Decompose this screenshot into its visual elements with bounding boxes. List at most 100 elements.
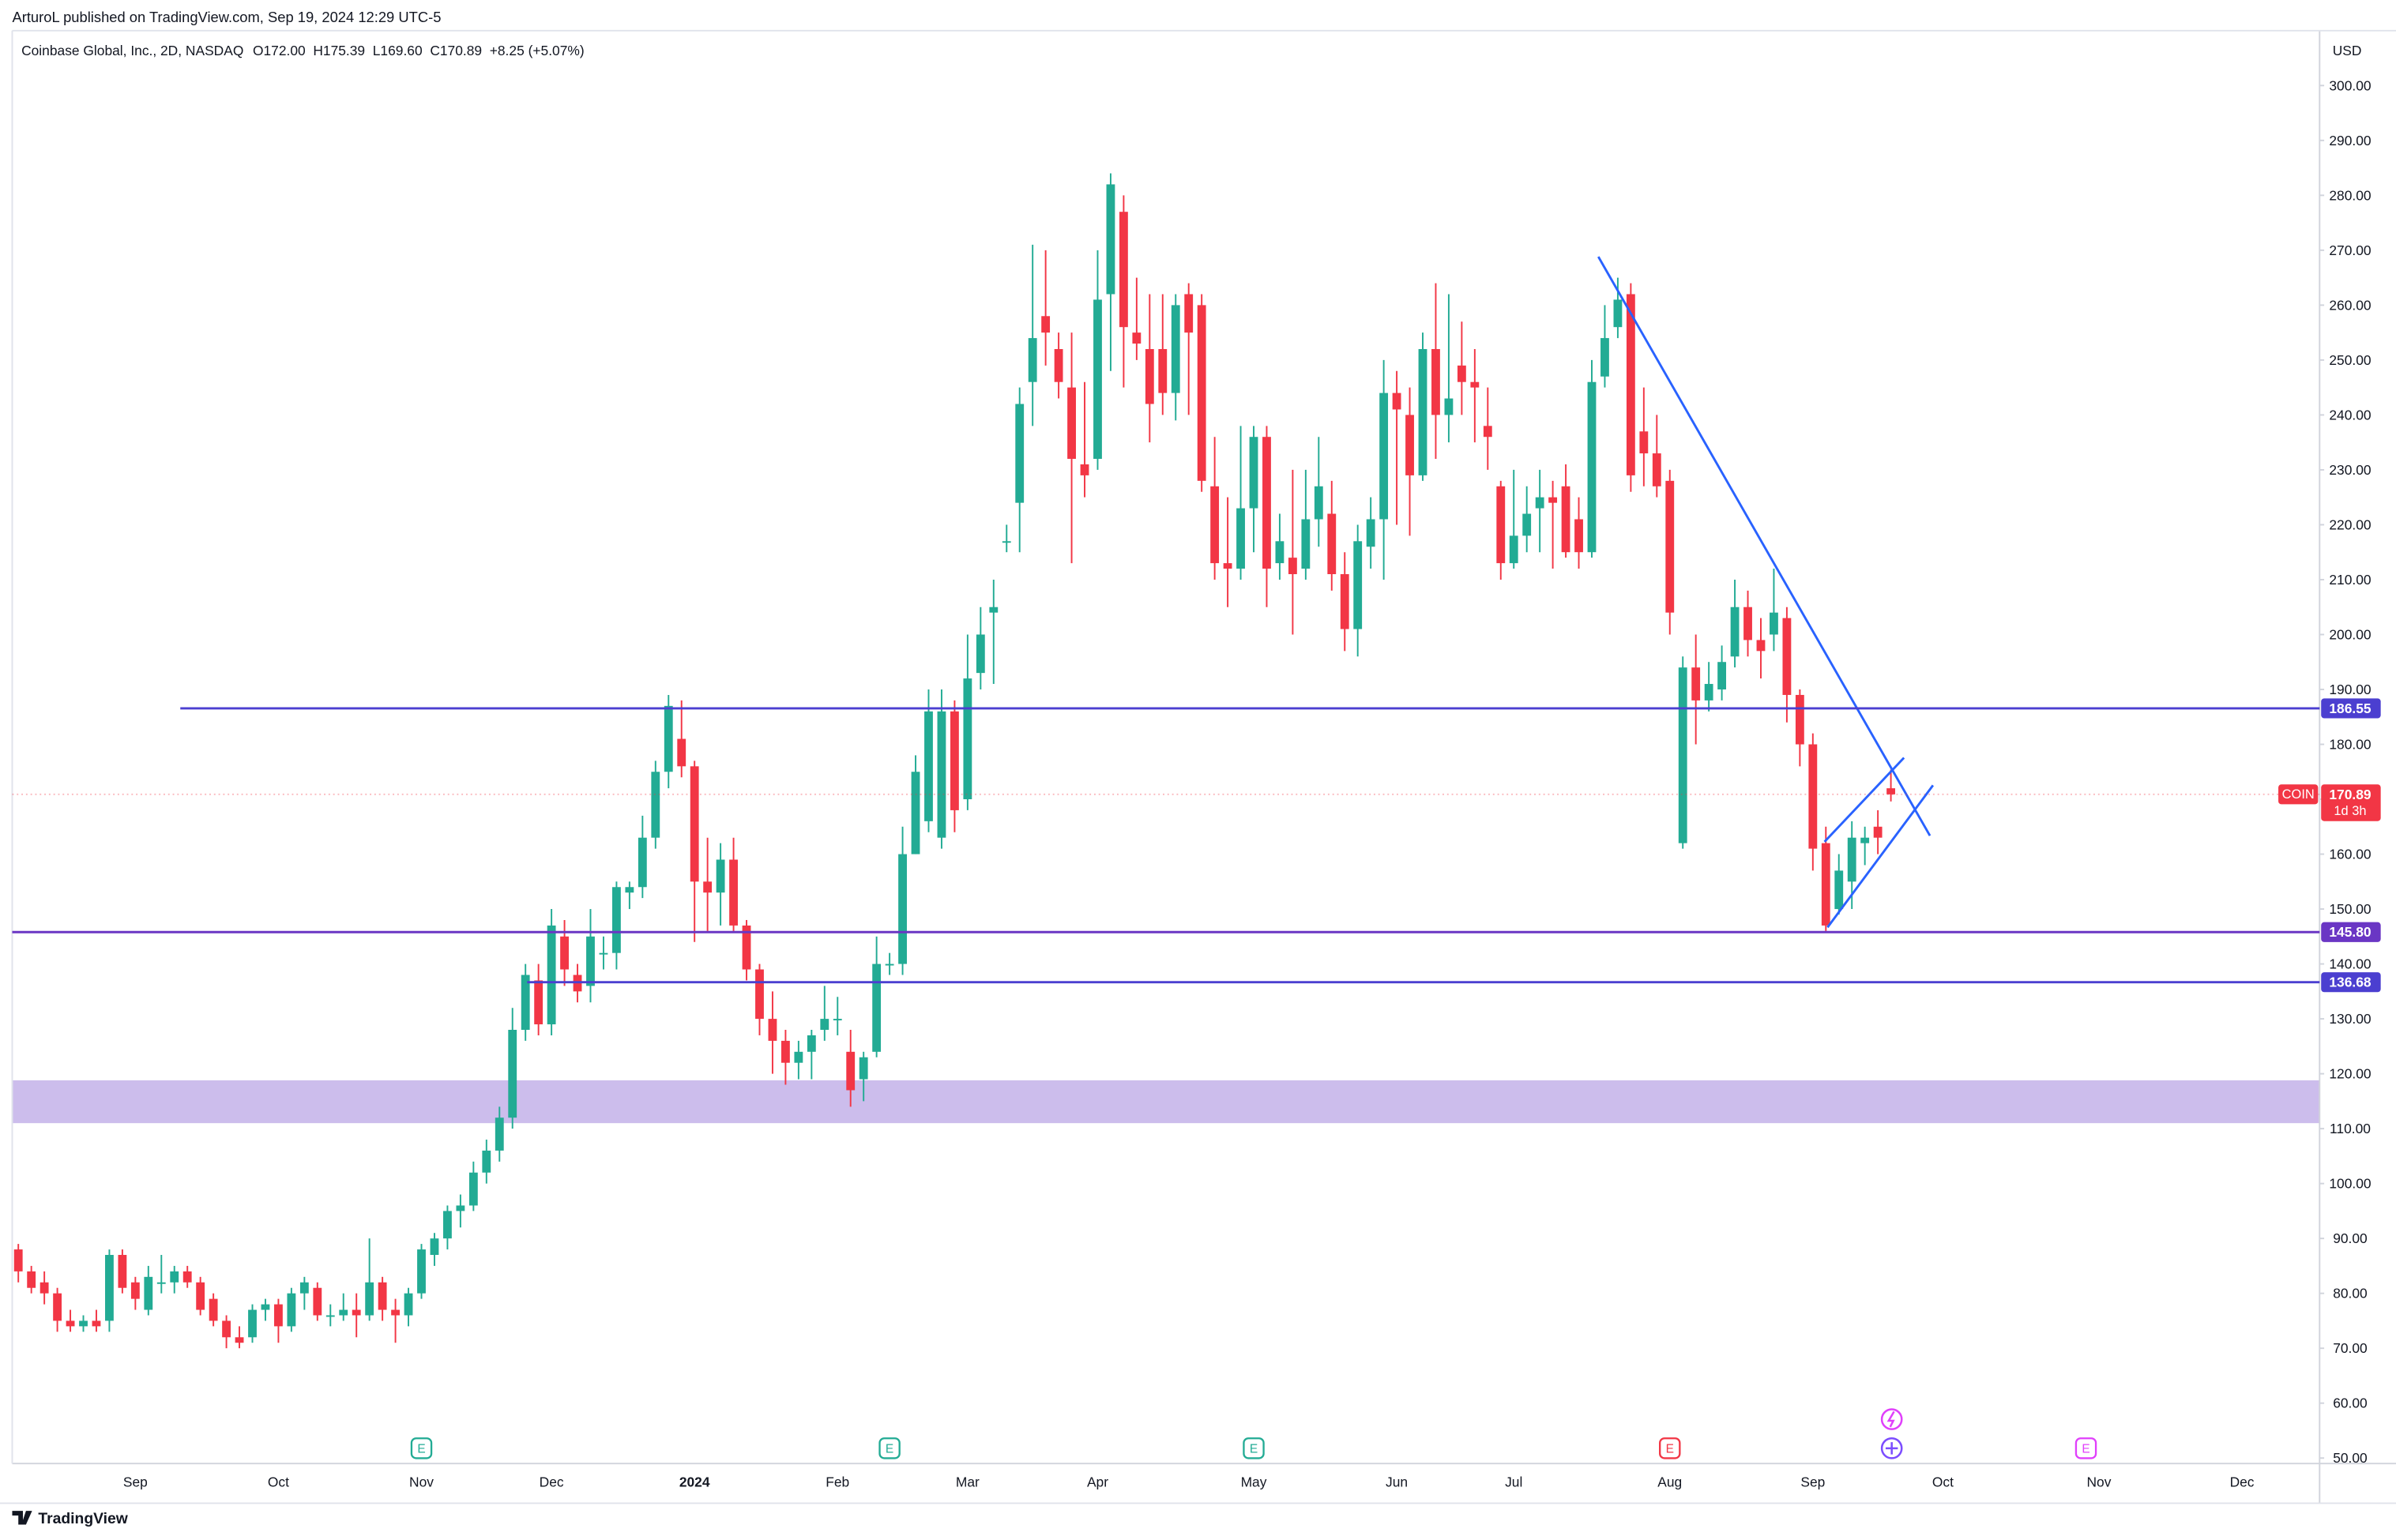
candle-body [66, 1320, 75, 1327]
currency: USD [2333, 43, 2362, 58]
x-tick-label: Oct [268, 1474, 289, 1489]
level-badge [2321, 972, 2381, 993]
event-badge [2074, 1437, 2097, 1459]
candle-body [39, 1282, 49, 1294]
candle-body [1626, 294, 1635, 475]
candle-body [677, 738, 686, 767]
candle-body [378, 1282, 387, 1310]
candle-body [1470, 381, 1480, 388]
candle-body [352, 1309, 361, 1316]
candle-body [560, 936, 569, 970]
candle-body [495, 1117, 504, 1151]
y-tick-label: 80.00 [2333, 1286, 2368, 1301]
y-tick-label: 150.00 [2329, 901, 2371, 917]
candle-body [1288, 558, 1297, 575]
logo-mark [12, 1511, 32, 1525]
candle-body [1249, 437, 1258, 509]
candle-body [690, 766, 699, 882]
candle-body [1600, 338, 1609, 377]
candle-layer [13, 173, 1896, 1349]
news-icon [1880, 1408, 1903, 1430]
candle-body [1886, 788, 1896, 794]
candle-body [820, 1019, 829, 1030]
candle-body [391, 1309, 400, 1316]
y-tick-label: 200.00 [2329, 626, 2371, 642]
dividend-plus [1885, 1442, 1898, 1455]
candle-body [1353, 541, 1363, 629]
candle-body [898, 854, 907, 964]
level-label: 145.80 [2329, 924, 2371, 940]
trend-line [1597, 256, 1931, 836]
y-tick-label: 260.00 [2329, 297, 2371, 313]
candle-body [417, 1249, 426, 1294]
candle-body [794, 1051, 803, 1063]
candle-body [638, 837, 647, 888]
event-badge [410, 1437, 433, 1459]
candle-body [443, 1211, 452, 1239]
support-zone [12, 1080, 2320, 1124]
trend-lines [1597, 256, 1935, 929]
candle-body [1457, 365, 1466, 382]
candle-body [1015, 404, 1025, 503]
news-bolt [1886, 1410, 1895, 1428]
candle-body [1106, 184, 1115, 295]
level-label: 186.55 [2329, 701, 2372, 716]
footer-logo [12, 1511, 32, 1525]
x-tick-label: Jul [1505, 1474, 1522, 1489]
candle-body [885, 963, 894, 966]
candle-body [53, 1293, 62, 1321]
candle-body [1093, 299, 1102, 460]
candle-body [196, 1282, 205, 1310]
last-price-label: 170.89 [2329, 787, 2372, 802]
candle-body [144, 1276, 153, 1310]
event-badge [1659, 1437, 1681, 1459]
candle-body [1860, 837, 1870, 843]
candle-body [989, 607, 999, 613]
y-tick-label: 120.00 [2329, 1066, 2371, 1082]
trend-line [1823, 757, 1905, 843]
y-tick-label: 110.00 [2330, 1121, 2371, 1136]
candle-body [1119, 212, 1128, 328]
candle-body [924, 711, 933, 821]
level-badge [2321, 922, 2381, 942]
candle-body [742, 925, 751, 970]
x-tick-label: Apr [1087, 1474, 1108, 1489]
candle-body [235, 1337, 244, 1343]
candle-body [156, 1282, 166, 1284]
trend-line [1826, 784, 1935, 929]
candle-body [521, 975, 530, 1030]
candle-body [1574, 519, 1583, 553]
candle-body [963, 678, 972, 800]
y-tick-label: 140.00 [2329, 956, 2371, 972]
candle-body [1158, 348, 1168, 393]
y-tick-label: 90.00 [2333, 1230, 2368, 1246]
candle-body [130, 1282, 140, 1299]
event-label: E [886, 1442, 893, 1455]
candle-body [1834, 870, 1844, 910]
last-price-badge [2321, 784, 2381, 821]
candle-body [1561, 486, 1570, 553]
candle-body [13, 1249, 23, 1271]
candle-body [1301, 519, 1311, 569]
candle-body [716, 859, 725, 893]
candle-body [651, 772, 660, 838]
candle-body [534, 980, 544, 1025]
y-tick-label: 160.00 [2329, 847, 2371, 862]
candle-body [1431, 348, 1440, 415]
candle-body [365, 1282, 374, 1316]
candle-body [1418, 348, 1427, 475]
candle-body [1821, 843, 1830, 926]
y-tick-label: 100.00 [2329, 1176, 2371, 1192]
x-tick-label: May [1241, 1474, 1267, 1489]
x-tick-label: 2024 [679, 1474, 710, 1489]
event-label: E [1666, 1442, 1674, 1455]
candle-body [313, 1287, 322, 1316]
candle-body [261, 1304, 270, 1310]
candle-body [1002, 541, 1011, 543]
candle-body [182, 1271, 192, 1283]
candle-body [325, 1315, 335, 1317]
candle-body [1275, 541, 1285, 564]
candle-body [79, 1320, 88, 1327]
candle-body [1132, 332, 1142, 344]
